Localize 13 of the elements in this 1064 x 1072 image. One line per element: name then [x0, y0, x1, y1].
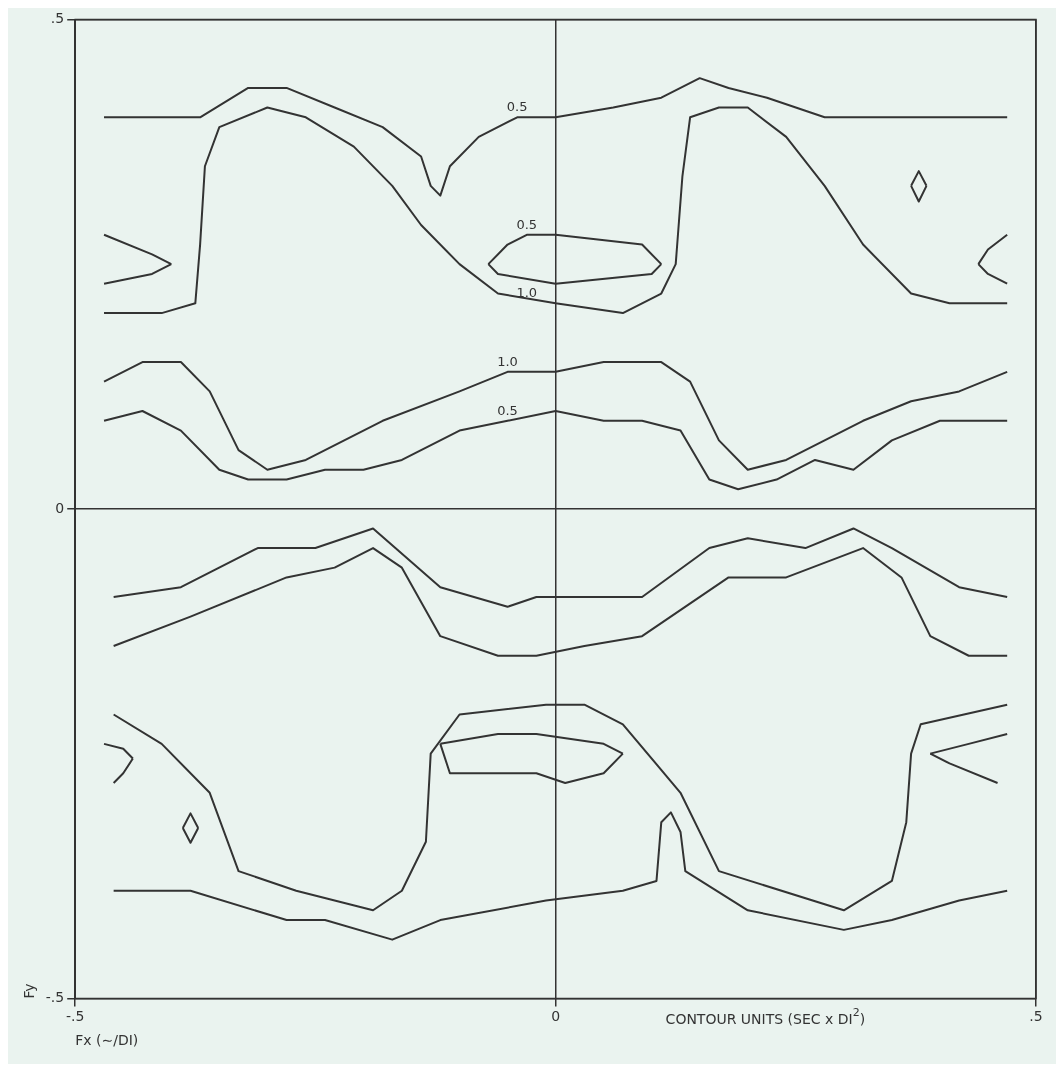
annotation: 0.5 — [516, 216, 538, 232]
annotation: 1.0 — [516, 285, 538, 301]
annotation: 0.5 — [497, 402, 518, 418]
y-axis-title: Fy — [21, 983, 38, 999]
x-tick-label: -.5 — [66, 1008, 85, 1025]
x-tick-label: 0 — [551, 1008, 561, 1025]
annotation: 1.0 — [497, 353, 518, 369]
annotation: 0.5 — [506, 99, 528, 115]
y-tick-label: .5 — [50, 10, 65, 27]
x-tick-label: .5 — [1029, 1008, 1043, 1025]
x-axis-title: Fx (∼/DI) — [75, 1032, 139, 1049]
y-tick-label: 0 — [55, 499, 65, 516]
y-tick-label: -.5 — [45, 989, 65, 1006]
